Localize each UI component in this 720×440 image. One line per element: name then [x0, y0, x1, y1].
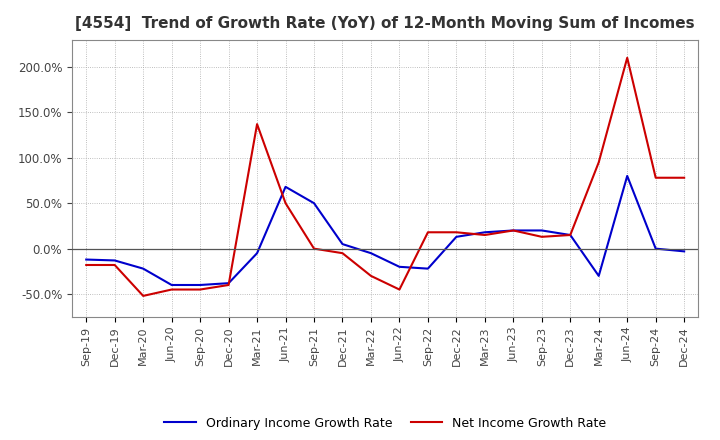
Ordinary Income Growth Rate: [480, 230, 489, 235]
Net Income Growth Rate: [623, 55, 631, 60]
Net Income Growth Rate: [253, 121, 261, 127]
Ordinary Income Growth Rate: [566, 232, 575, 238]
Ordinary Income Growth Rate: [338, 242, 347, 247]
Ordinary Income Growth Rate: [680, 249, 688, 254]
Net Income Growth Rate: [282, 201, 290, 206]
Net Income Growth Rate: [225, 282, 233, 288]
Ordinary Income Growth Rate: [282, 184, 290, 190]
Net Income Growth Rate: [139, 293, 148, 298]
Net Income Growth Rate: [310, 246, 318, 251]
Net Income Growth Rate: [537, 234, 546, 239]
Ordinary Income Growth Rate: [82, 257, 91, 262]
Net Income Growth Rate: [395, 287, 404, 292]
Ordinary Income Growth Rate: [196, 282, 204, 288]
Net Income Growth Rate: [652, 175, 660, 180]
Ordinary Income Growth Rate: [423, 266, 432, 271]
Net Income Growth Rate: [566, 232, 575, 238]
Legend: Ordinary Income Growth Rate, Net Income Growth Rate: Ordinary Income Growth Rate, Net Income …: [159, 412, 611, 435]
Net Income Growth Rate: [509, 228, 518, 233]
Net Income Growth Rate: [338, 250, 347, 256]
Ordinary Income Growth Rate: [366, 250, 375, 256]
Ordinary Income Growth Rate: [595, 273, 603, 279]
Ordinary Income Growth Rate: [395, 264, 404, 269]
Ordinary Income Growth Rate: [310, 201, 318, 206]
Net Income Growth Rate: [196, 287, 204, 292]
Ordinary Income Growth Rate: [537, 228, 546, 233]
Net Income Growth Rate: [423, 230, 432, 235]
Ordinary Income Growth Rate: [167, 282, 176, 288]
Ordinary Income Growth Rate: [110, 258, 119, 263]
Line: Net Income Growth Rate: Net Income Growth Rate: [86, 58, 684, 296]
Ordinary Income Growth Rate: [452, 234, 461, 239]
Ordinary Income Growth Rate: [139, 266, 148, 271]
Net Income Growth Rate: [452, 230, 461, 235]
Ordinary Income Growth Rate: [623, 173, 631, 179]
Ordinary Income Growth Rate: [509, 228, 518, 233]
Net Income Growth Rate: [480, 232, 489, 238]
Net Income Growth Rate: [595, 160, 603, 165]
Title: [4554]  Trend of Growth Rate (YoY) of 12-Month Moving Sum of Incomes: [4554] Trend of Growth Rate (YoY) of 12-…: [76, 16, 695, 32]
Net Income Growth Rate: [82, 262, 91, 268]
Net Income Growth Rate: [110, 262, 119, 268]
Net Income Growth Rate: [680, 175, 688, 180]
Ordinary Income Growth Rate: [225, 281, 233, 286]
Ordinary Income Growth Rate: [253, 250, 261, 256]
Line: Ordinary Income Growth Rate: Ordinary Income Growth Rate: [86, 176, 684, 285]
Net Income Growth Rate: [366, 273, 375, 279]
Net Income Growth Rate: [167, 287, 176, 292]
Ordinary Income Growth Rate: [652, 246, 660, 251]
